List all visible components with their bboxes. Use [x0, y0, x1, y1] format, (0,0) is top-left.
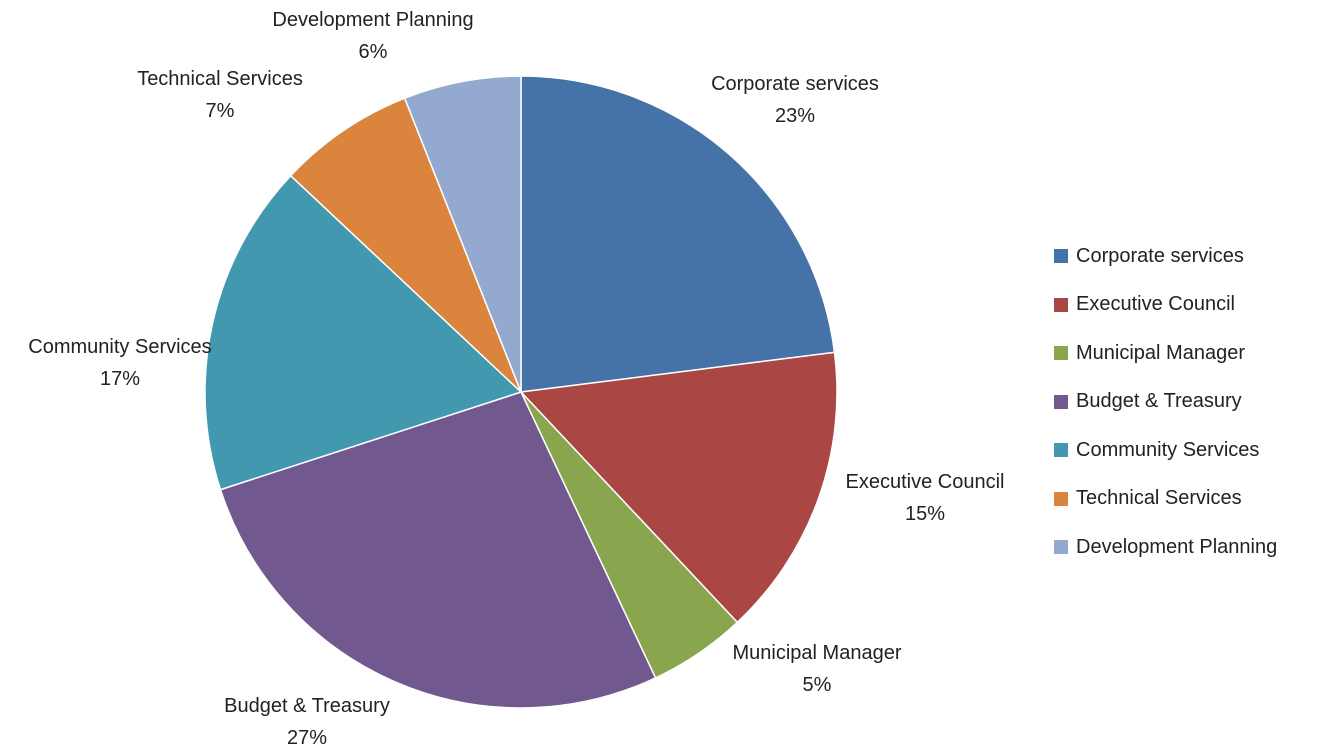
- pie-slice: [219, 391, 657, 709]
- pie-slice: [519, 351, 838, 624]
- legend-label: Community Services: [1076, 438, 1260, 461]
- pie-slice: [520, 75, 836, 393]
- slice-percent-label: 5%: [803, 674, 832, 696]
- legend-label: Technical Services: [1076, 487, 1242, 510]
- chart-legend: Corporate services Executive Council Mun…: [1054, 232, 1277, 572]
- slice-category-label: Development Planning: [272, 9, 473, 31]
- slice-percent-label: 17%: [100, 368, 140, 390]
- legend-label: Budget & Treasury: [1076, 390, 1242, 413]
- legend-swatch: [1054, 540, 1068, 555]
- pie-slice: [403, 75, 522, 393]
- legend-swatch: [1054, 491, 1068, 506]
- legend-swatch: [1054, 443, 1068, 458]
- legend-label: Development Planning: [1076, 535, 1278, 558]
- legend-item: Technical Services: [1054, 475, 1277, 524]
- legend-swatch: [1054, 297, 1068, 312]
- legend-item: Municipal Manager: [1054, 329, 1277, 378]
- legend-label: Corporate services: [1076, 244, 1244, 267]
- legend-swatch: [1054, 249, 1068, 264]
- slice-category-label: Technical Services: [137, 68, 303, 90]
- legend-item: Corporate services: [1054, 232, 1277, 281]
- pie-data-labels: Corporate services 23% Executive Council 15…: [28, 9, 1004, 749]
- slice-category-label: Community Services: [28, 336, 211, 358]
- legend-label: Executive Council: [1076, 293, 1235, 316]
- pie-slice: [289, 97, 522, 393]
- legend-item: Budget & Treasury: [1054, 378, 1277, 427]
- legend-swatch: [1054, 394, 1068, 409]
- legend-label: Municipal Manager: [1076, 341, 1245, 364]
- pie-slice: [204, 174, 523, 491]
- legend-item: Executive Council: [1054, 281, 1277, 330]
- slice-percent-label: 6%: [359, 41, 388, 63]
- pie-slices: [204, 75, 838, 709]
- legend-item: Community Services: [1054, 426, 1277, 475]
- slice-percent-label: 15%: [905, 503, 945, 525]
- slice-category-label: Executive Council: [846, 471, 1005, 493]
- slice-percent-label: 23%: [775, 105, 815, 127]
- legend-item: Development Planning: [1054, 523, 1277, 572]
- slice-percent-label: 7%: [206, 100, 235, 122]
- slice-percent-label: 27%: [287, 727, 327, 749]
- slice-category-label: Municipal Manager: [733, 642, 902, 664]
- slice-category-label: Budget & Treasury: [224, 695, 390, 717]
- legend-swatch: [1054, 346, 1068, 361]
- slice-category-label: Corporate services: [711, 73, 879, 95]
